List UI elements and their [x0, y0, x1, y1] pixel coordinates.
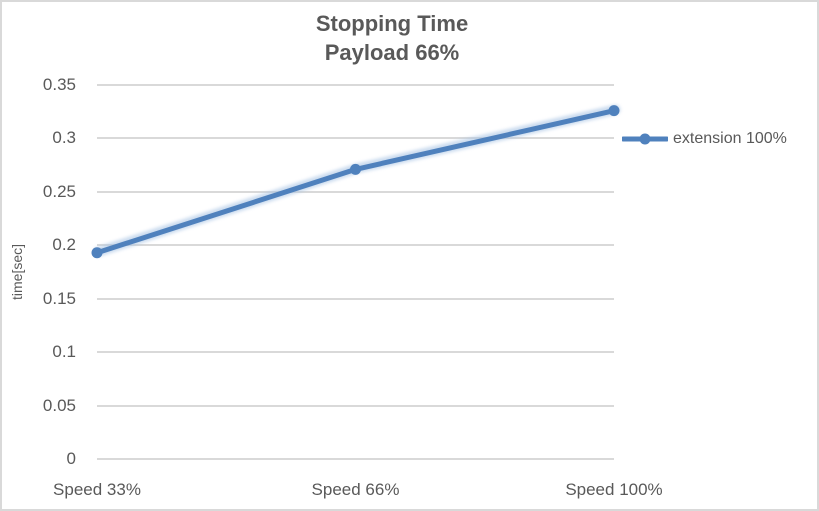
y-tick-label: 0 [66, 449, 76, 468]
y-tick-label: 0.25 [42, 181, 76, 201]
gridline [97, 84, 614, 86]
y-tick-label: 0.1 [52, 342, 76, 362]
data-point-marker [91, 247, 103, 259]
gridline [97, 351, 614, 354]
gridline [97, 190, 614, 193]
x-tick-label: Speed 66% [311, 480, 400, 499]
x-tick-label: Speed 33% [53, 480, 141, 499]
y-tick-label: 0.2 [52, 235, 76, 255]
legend-line-marker-icon [622, 133, 668, 145]
chart-subtitle: Payload 66% [324, 40, 460, 65]
gridline [97, 137, 614, 140]
series-line-glow [93, 104, 621, 257]
data-point-marker [608, 105, 620, 117]
chart-title-block: Stopping Time Payload 66% [2, 9, 782, 67]
legend: extension 100% [622, 130, 787, 148]
plot-area [91, 84, 621, 460]
y-tick-label: 0.3 [52, 128, 76, 148]
y-tick-label: 0.05 [42, 395, 76, 415]
y-tick-label: 0.15 [42, 288, 76, 308]
series-plot-svg [91, 104, 621, 259]
gridline [97, 404, 614, 407]
data-point-marker [350, 163, 361, 175]
gridline [97, 458, 614, 460]
gridline [97, 297, 614, 300]
legend-label: extension 100% [673, 130, 787, 147]
x-tick-label: Speed 100% [565, 480, 663, 499]
y-tick-label: 0.35 [42, 75, 76, 94]
y-axis-tick-labels: 0 0.05 0.1 0.15 0.2 0.25 0.3 0.35 [2, 75, 76, 468]
gridline [97, 244, 614, 247]
chart-title: Stopping Time [315, 11, 469, 36]
